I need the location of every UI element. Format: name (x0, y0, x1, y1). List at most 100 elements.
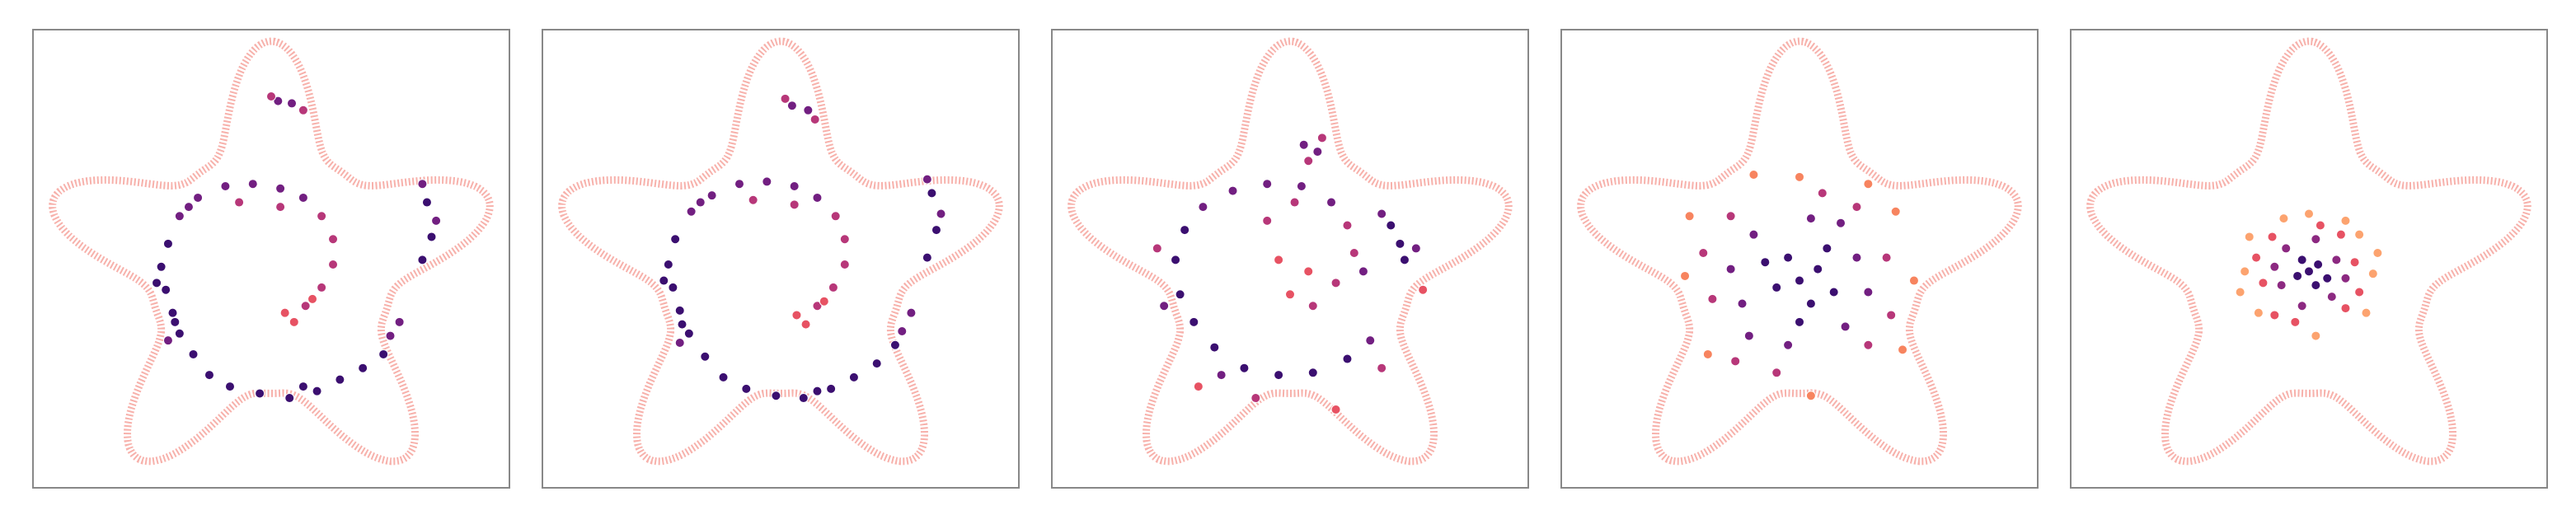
point (204, 370, 214, 381)
point (1805, 391, 1816, 401)
point (247, 179, 258, 190)
point (1743, 330, 1754, 341)
point (1702, 349, 1713, 359)
point (1863, 339, 1874, 350)
point (771, 391, 781, 401)
point (2267, 232, 2278, 242)
point (328, 234, 339, 245)
point (2354, 229, 2365, 240)
point (1908, 275, 1919, 286)
point (2276, 280, 2287, 291)
point (1159, 301, 1170, 311)
point (317, 211, 327, 222)
point (2253, 307, 2264, 318)
point (2367, 269, 2378, 279)
point (2361, 307, 2372, 318)
point (298, 192, 308, 203)
point (2311, 280, 2321, 291)
point (1330, 405, 1341, 415)
point (700, 351, 711, 362)
point (156, 261, 167, 272)
axes-frame (1560, 29, 2039, 489)
point (1680, 270, 1691, 281)
point (1851, 202, 1862, 213)
point (1795, 316, 1804, 327)
point (1365, 335, 1376, 346)
point (2311, 234, 2321, 245)
point (798, 393, 809, 404)
point (1399, 255, 1410, 265)
point (1358, 266, 1368, 277)
point (1813, 264, 1823, 274)
point (2278, 213, 2289, 224)
point (279, 307, 290, 318)
point (718, 372, 729, 382)
point (812, 386, 823, 396)
point (298, 382, 308, 392)
point (1189, 316, 1199, 327)
point (2311, 330, 2321, 341)
point (2354, 287, 2365, 297)
point (2322, 273, 2333, 283)
axes-frame (2070, 29, 2548, 489)
point (2292, 270, 2303, 281)
point (2349, 257, 2360, 268)
point (741, 383, 752, 394)
point (819, 296, 829, 307)
point (780, 93, 791, 104)
point (786, 101, 797, 111)
point (1418, 284, 1429, 295)
point (2326, 292, 2337, 302)
point (1748, 170, 1759, 180)
point (734, 179, 744, 190)
point (695, 197, 706, 208)
point (2304, 208, 2314, 219)
point (193, 192, 204, 203)
point (167, 307, 178, 318)
point (1250, 393, 1261, 404)
point (2297, 255, 2307, 265)
panel (1051, 29, 1529, 489)
point (1175, 289, 1185, 300)
point (931, 225, 941, 236)
point (1285, 289, 1295, 300)
point (839, 259, 850, 269)
point (174, 211, 185, 222)
point (431, 215, 442, 226)
point (421, 197, 432, 208)
point (2297, 301, 2307, 311)
point (2372, 248, 2383, 259)
point (328, 259, 339, 269)
point (170, 316, 181, 327)
point (1298, 139, 1309, 150)
point (2331, 255, 2342, 265)
point (378, 349, 389, 359)
point (1817, 188, 1828, 199)
point (289, 316, 299, 327)
point (922, 174, 932, 185)
point (2281, 243, 2292, 254)
axes-frame (32, 29, 510, 489)
point (1330, 278, 1341, 288)
star-outline (1577, 37, 2022, 466)
point (2251, 252, 2262, 263)
star-outline (2086, 37, 2531, 466)
point (287, 98, 298, 109)
point (1828, 287, 1839, 297)
point (1771, 368, 1782, 378)
point (1193, 382, 1204, 392)
point (275, 183, 286, 194)
point (1795, 171, 1804, 182)
point (394, 316, 405, 327)
point (706, 190, 717, 201)
point (1725, 264, 1736, 274)
point (1890, 206, 1901, 217)
point (927, 188, 937, 199)
point (2340, 273, 2351, 283)
point (1395, 238, 1405, 249)
point (748, 194, 758, 205)
point (1307, 301, 1318, 311)
point (183, 202, 194, 213)
point (922, 252, 932, 263)
panel (542, 29, 1020, 489)
